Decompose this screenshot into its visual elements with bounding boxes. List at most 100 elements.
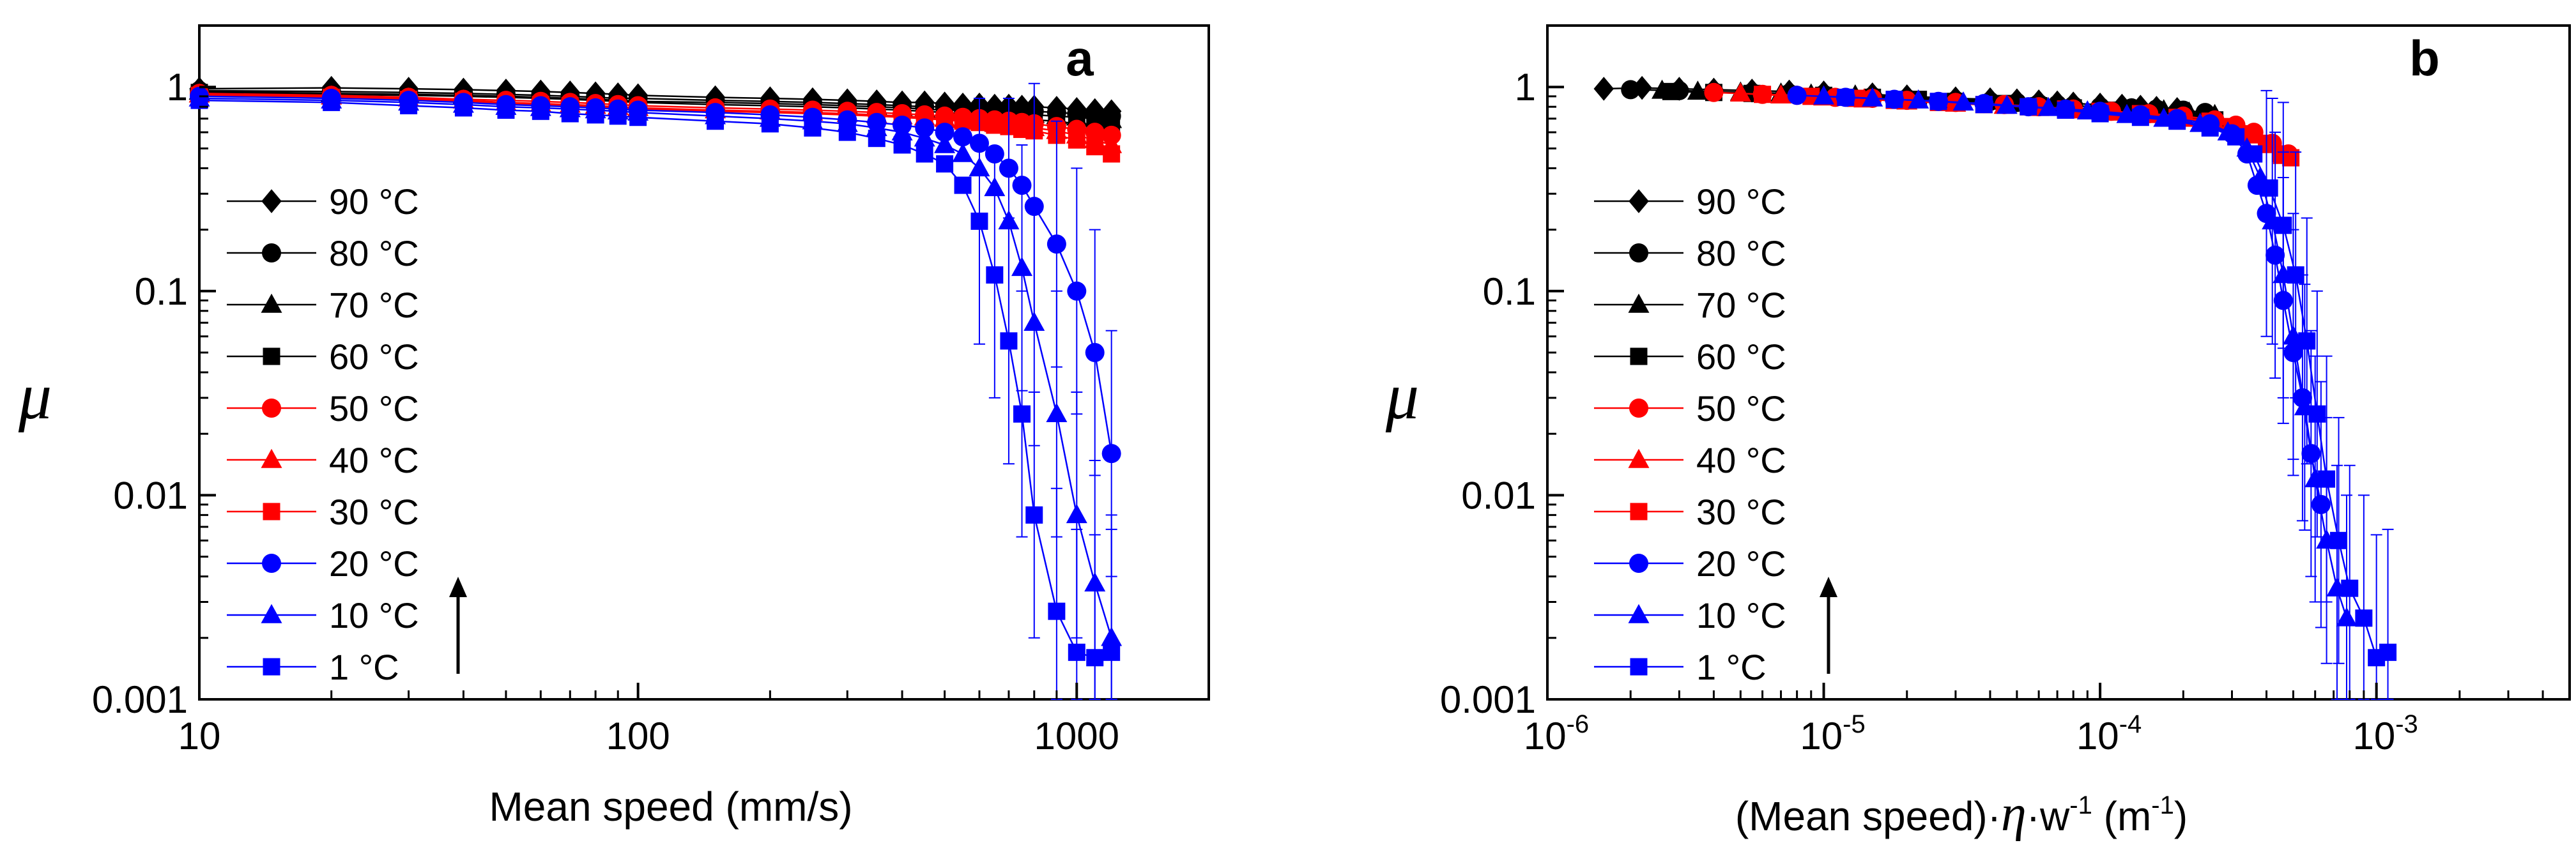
data-point bbox=[454, 99, 472, 117]
x-label-close: ) bbox=[2174, 793, 2188, 839]
panel-b-y-axis-label: μ bbox=[1385, 360, 1419, 433]
data-point bbox=[1067, 281, 1087, 301]
panel-b-ticks: 0.001 0.01 0.1 1 10-6 10-5 10-4 10-3 bbox=[1440, 66, 2544, 757]
data-point bbox=[1101, 444, 1121, 464]
legend-label: 30 °C bbox=[1696, 492, 1786, 532]
x-tick-label: 100 bbox=[606, 715, 670, 757]
legend-marker bbox=[261, 604, 282, 623]
panel-a-frame bbox=[198, 24, 1210, 701]
panel-b-frame bbox=[1546, 24, 2571, 701]
data-point bbox=[934, 133, 956, 153]
data-point bbox=[1929, 93, 1947, 110]
data-point bbox=[2241, 125, 2259, 142]
panel-b-legend: 90 °C 80 °C 70 °C 60 °C 50 °C 40 °C 30 °C 20 °C… bbox=[1594, 181, 1786, 687]
legend-marker bbox=[1629, 554, 1648, 573]
legend-label: 70 °C bbox=[1696, 285, 1786, 325]
legend-marker bbox=[1629, 243, 1648, 262]
legend-label: 50 °C bbox=[329, 388, 419, 429]
data-point bbox=[1103, 145, 1121, 163]
data-point bbox=[868, 130, 885, 148]
legend-label: 20 °C bbox=[1696, 544, 1786, 584]
data-point bbox=[2330, 531, 2348, 549]
data-point bbox=[400, 96, 418, 114]
data-point bbox=[952, 142, 974, 162]
data-point bbox=[1908, 89, 1929, 109]
data-point bbox=[1000, 332, 1018, 350]
legend-marker bbox=[263, 347, 280, 365]
data-point bbox=[1025, 506, 1043, 524]
data-point bbox=[954, 176, 972, 194]
data-point bbox=[1754, 86, 1772, 103]
data-point bbox=[1023, 312, 1045, 331]
legend-marker bbox=[1630, 658, 1648, 676]
legend-label: 60 °C bbox=[329, 337, 419, 377]
x-label-unit: (m bbox=[2092, 793, 2151, 839]
panel-a-data-marks bbox=[188, 75, 1123, 700]
legend-marker bbox=[262, 243, 281, 262]
y-tick-label: 0.001 bbox=[1440, 678, 1536, 721]
data-point bbox=[1046, 402, 1068, 422]
data-point bbox=[1011, 257, 1033, 277]
legend-label: 70 °C bbox=[329, 285, 419, 325]
y-tick-label: 0.1 bbox=[135, 270, 188, 313]
x-tick-label: 10-5 bbox=[1800, 710, 1865, 757]
panel-b-x-axis-label: (Mean speed)·η·w-1 (m-1) bbox=[1735, 786, 2188, 842]
x-label-prefix: (Mean speed)· bbox=[1735, 793, 2001, 839]
legend-label: 10 °C bbox=[1696, 595, 1786, 635]
data-point bbox=[2308, 405, 2326, 423]
y-tick-label: 1 bbox=[1515, 66, 1536, 109]
data-point bbox=[936, 155, 954, 173]
legend-label: 10 °C bbox=[329, 595, 419, 635]
data-point bbox=[1086, 138, 1104, 156]
panel-a: 0.001 0.01 0.1 1 10 100 1000 90 °C 80 °C 70 °C 60… bbox=[18, 24, 1210, 830]
legend-marker bbox=[1628, 448, 1650, 468]
data-point bbox=[609, 107, 627, 125]
data-point bbox=[2245, 145, 2263, 163]
x-label-unit-sup: -1 bbox=[2151, 791, 2174, 819]
series-1C-group bbox=[1837, 88, 2397, 700]
panel-a-ticks: 0.001 0.01 0.1 1 10 100 1000 bbox=[92, 66, 1119, 757]
data-point bbox=[1662, 82, 1680, 100]
legend-marker bbox=[261, 293, 282, 313]
data-point bbox=[2037, 96, 2059, 116]
x-label-mid: ·w bbox=[2027, 793, 2070, 839]
data-point bbox=[1704, 82, 1724, 102]
data-point bbox=[1013, 405, 1031, 423]
data-point bbox=[891, 121, 913, 141]
x-tick-label: 1000 bbox=[1034, 715, 1119, 757]
data-point bbox=[1885, 91, 1903, 109]
data-point bbox=[1787, 86, 1807, 105]
data-point bbox=[1687, 80, 1708, 100]
data-point bbox=[707, 112, 724, 130]
data-point bbox=[1085, 343, 1105, 363]
legend-marker bbox=[262, 554, 281, 573]
data-point bbox=[1621, 80, 1641, 100]
legend-marker bbox=[1630, 347, 1648, 365]
data-point bbox=[1975, 96, 1993, 114]
data-point bbox=[2260, 179, 2278, 197]
legend-marker bbox=[263, 658, 280, 676]
data-point bbox=[1068, 131, 1085, 149]
data-point bbox=[838, 123, 856, 141]
data-point bbox=[1593, 77, 1614, 101]
data-point bbox=[2311, 495, 2331, 515]
data-point bbox=[1862, 87, 1883, 107]
panel-a-legend: 90 °C 80 °C 70 °C 60 °C 50 °C 40 °C 30 °C 20 °C… bbox=[227, 181, 419, 687]
panel-b-data-marks bbox=[1593, 75, 2397, 700]
legend-marker bbox=[263, 503, 280, 521]
y-tick-label: 0.01 bbox=[113, 474, 188, 517]
data-point bbox=[953, 127, 973, 147]
series-line bbox=[199, 97, 1112, 639]
data-point bbox=[1837, 88, 1855, 106]
data-point bbox=[916, 145, 933, 163]
data-point bbox=[2266, 245, 2285, 265]
panel-b-arrow-icon bbox=[1820, 577, 1837, 597]
data-point bbox=[1729, 82, 1751, 102]
data-point bbox=[804, 119, 822, 137]
data-point bbox=[1103, 643, 1121, 661]
data-point bbox=[1066, 504, 1087, 524]
data-point bbox=[1086, 649, 1104, 667]
series-line bbox=[199, 95, 1112, 454]
legend-marker bbox=[262, 399, 281, 418]
